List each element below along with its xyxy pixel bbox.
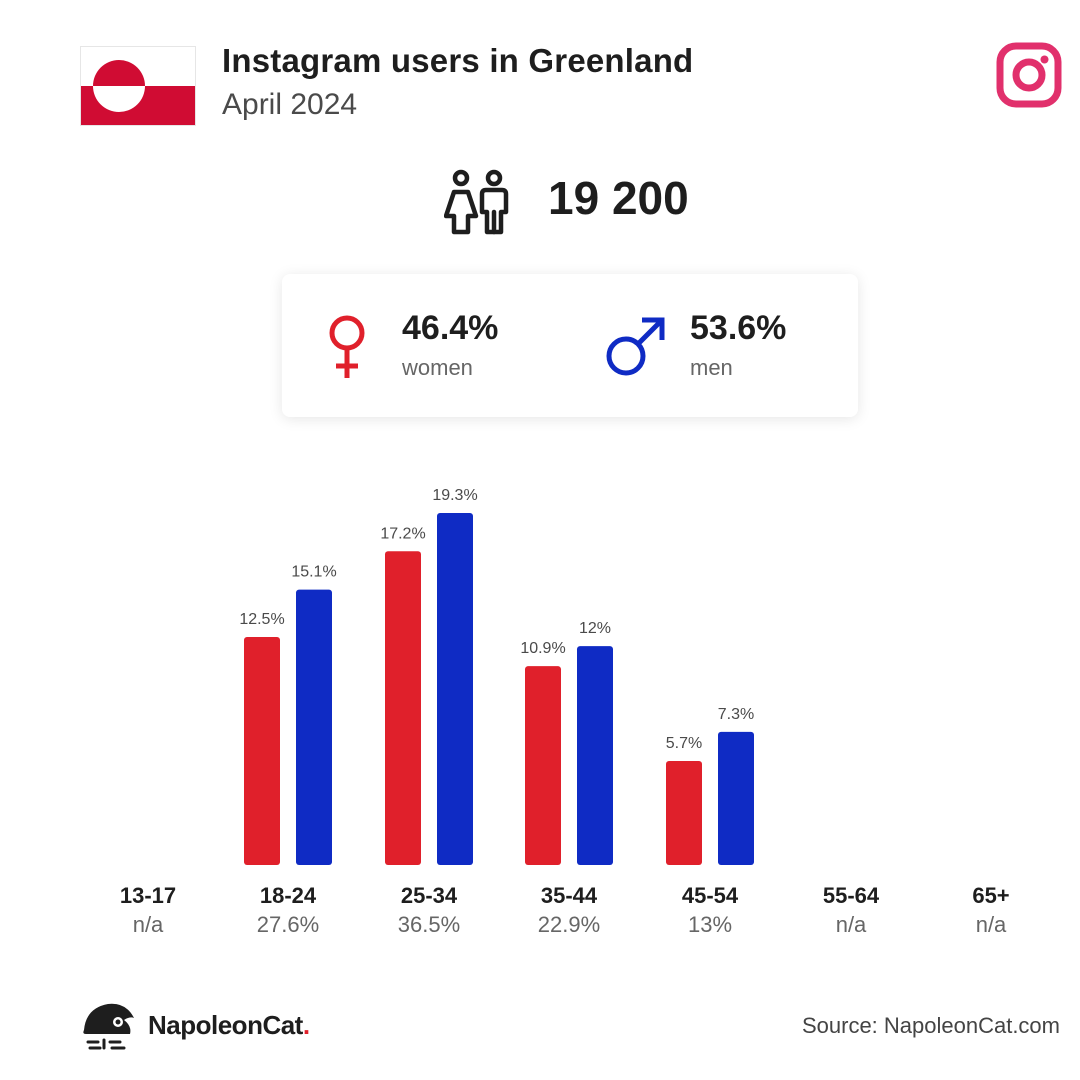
category-total: 22.9% xyxy=(537,912,601,937)
bar-women-45-54 xyxy=(666,761,702,865)
instagram-icon xyxy=(996,42,1062,108)
women-percentage: 46.4% xyxy=(402,309,499,347)
category-25-34: 25-34 36.5% xyxy=(359,882,499,940)
category-label: 25-34 xyxy=(400,883,458,908)
bar-women-25-34 xyxy=(385,551,421,865)
men-percentage: 53.6% xyxy=(690,309,787,347)
category-18-24: 18-24 27.6% xyxy=(218,882,358,940)
bar-label-women-35-44: 10.9% xyxy=(520,640,565,657)
bar-label-men-18-24: 15.1% xyxy=(291,564,336,581)
category-total: n/a xyxy=(132,912,164,937)
bar-label-women-25-34: 17.2% xyxy=(380,525,425,542)
category-13-17: 13-17 n/a xyxy=(78,882,218,940)
bar-label-women-18-24: 12.5% xyxy=(239,611,284,628)
bar-label-men-25-34: 19.3% xyxy=(432,487,477,504)
age-gender-bar-chart: 12.5% 15.1% 17.2% 19.3% 10.9% 12% 5.7% 7.3% xyxy=(239,487,754,865)
users-icon xyxy=(444,169,509,235)
bar-women-35-44 xyxy=(525,666,561,865)
category-label: 18-24 xyxy=(259,883,317,908)
greenland-flag-icon xyxy=(80,46,196,126)
category-total: 36.5% xyxy=(397,912,461,937)
category-label: 65+ xyxy=(972,883,1010,908)
male-icon xyxy=(606,317,665,376)
page-subtitle: April 2024 xyxy=(222,88,358,121)
category-total: n/a xyxy=(835,912,867,937)
gender-card: 46.4% women 53.6% men xyxy=(282,274,858,417)
bar-men-35-44 xyxy=(577,646,613,865)
bar-label-men-45-54: 7.3% xyxy=(718,706,754,723)
category-45-54: 45-54 13% xyxy=(640,882,780,940)
total-users: 19 200 xyxy=(548,172,689,224)
category-total: n/a xyxy=(975,912,1007,937)
category-label: 35-44 xyxy=(540,883,598,908)
female-icon xyxy=(329,315,365,378)
women-label: women xyxy=(402,355,473,380)
bar-label-women-45-54: 5.7% xyxy=(666,735,702,752)
brand-name-text: NapoleonCat xyxy=(148,1010,303,1040)
napoleoncat-logo-icon xyxy=(83,1003,134,1050)
category-label: 45-54 xyxy=(681,883,739,908)
category-65+: 65+ n/a xyxy=(921,882,1061,940)
page-title: Instagram users in Greenland xyxy=(222,42,694,79)
men-label: men xyxy=(690,355,733,380)
category-total: 13% xyxy=(687,912,733,937)
source-credit: Source: NapoleonCat.com xyxy=(801,1013,1060,1038)
brand-dot: . xyxy=(302,1010,310,1040)
brand-name: NapoleonCat. xyxy=(148,1010,310,1041)
bar-label-men-35-44: 12% xyxy=(579,620,611,637)
bar-men-25-34 xyxy=(437,512,473,865)
bar-women-18-24 xyxy=(244,637,280,865)
category-total: 27.6% xyxy=(256,912,320,937)
category-55-64: 55-64 n/a xyxy=(781,882,921,940)
category-label: 55-64 xyxy=(822,883,880,908)
bar-men-45-54 xyxy=(718,731,754,865)
category-35-44: 35-44 22.9% xyxy=(499,882,639,940)
category-label: 13-17 xyxy=(119,883,177,908)
bar-men-18-24 xyxy=(296,589,332,865)
